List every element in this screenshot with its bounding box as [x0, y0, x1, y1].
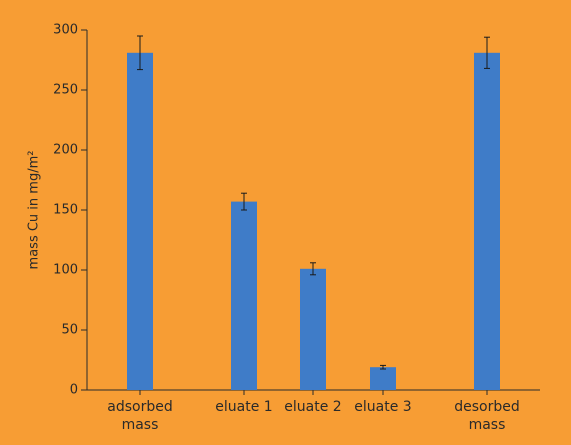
x-tick-label: adsorbed mass: [107, 399, 173, 433]
x-tick-label: eluate 3: [354, 399, 412, 415]
y-tick-label: 100: [53, 263, 78, 278]
y-tick-label: 0: [70, 383, 78, 398]
error-bar: [241, 192, 247, 211]
bar: [231, 201, 257, 390]
x-tick-label: eluate 1: [215, 399, 273, 415]
y-tick-label: 50: [61, 323, 78, 338]
y-tick-label: 200: [53, 143, 78, 158]
bar: [370, 367, 396, 390]
bar: [474, 52, 500, 391]
y-tick-label: 250: [53, 83, 78, 98]
error-bar: [137, 35, 143, 71]
error-bar: [380, 364, 386, 370]
y-tick-label: 150: [53, 203, 78, 218]
error-bar: [310, 262, 316, 276]
bar: [300, 268, 326, 390]
x-tick-label: eluate 2: [284, 399, 342, 415]
x-tick-label: desorbed mass: [454, 399, 520, 433]
bar: [127, 52, 153, 391]
error-bar: [484, 36, 490, 69]
y-tick-label: 300: [53, 23, 78, 38]
y-axis-label: mass Cu in mg/m²: [27, 151, 42, 270]
